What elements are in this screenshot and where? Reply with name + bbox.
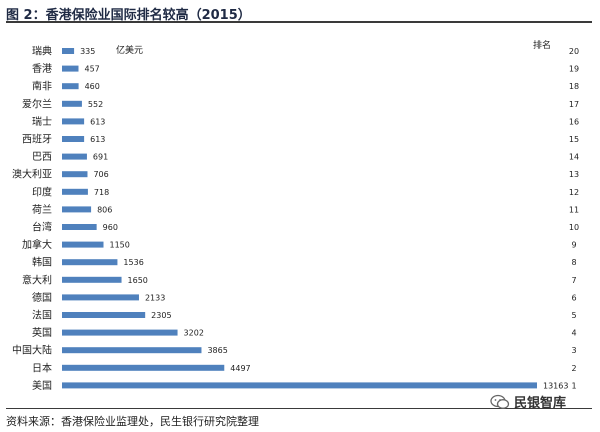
bar bbox=[62, 118, 85, 125]
rank-label: 1 bbox=[571, 381, 576, 390]
value-label: 1150 bbox=[109, 241, 129, 250]
category-label: 台湾 bbox=[32, 221, 52, 234]
rank-label: 7 bbox=[571, 276, 576, 285]
chart-title: 图 2：香港保险业国际排名较高（2015） bbox=[6, 8, 251, 23]
value-label: 613 bbox=[90, 135, 105, 144]
category-label: 英国 bbox=[32, 326, 52, 339]
bar bbox=[62, 48, 75, 54]
category-label: 瑞典 bbox=[32, 45, 52, 58]
bar bbox=[62, 294, 139, 301]
value-label: 806 bbox=[97, 205, 112, 214]
category-label: 德国 bbox=[32, 291, 52, 304]
category-label: 日本 bbox=[32, 361, 52, 374]
value-label: 2305 bbox=[151, 311, 171, 320]
value-label: 3202 bbox=[184, 329, 204, 338]
bar bbox=[62, 241, 104, 248]
category-label: 爱尔兰 bbox=[22, 97, 52, 110]
category-label: 荷兰 bbox=[32, 203, 52, 216]
bar bbox=[62, 65, 79, 72]
rank-label: 10 bbox=[569, 223, 579, 232]
category-label: 中国大陆 bbox=[12, 344, 52, 357]
category-label: 美国 bbox=[32, 379, 52, 392]
value-label: 613 bbox=[90, 117, 105, 126]
rank-label: 17 bbox=[569, 100, 579, 109]
value-label: 3865 bbox=[207, 346, 227, 355]
rank-label: 19 bbox=[569, 65, 579, 74]
category-label: 澳大利亚 bbox=[12, 168, 52, 181]
rank-label: 11 bbox=[569, 205, 579, 214]
rank-label: 9 bbox=[571, 241, 576, 250]
unit-label: 亿美元 bbox=[116, 44, 143, 56]
rank-label: 5 bbox=[571, 311, 576, 320]
value-label: 1650 bbox=[128, 276, 148, 285]
category-label: 南非 bbox=[32, 80, 52, 93]
value-label: 4497 bbox=[230, 364, 250, 373]
bar bbox=[62, 206, 92, 213]
rank-label: 4 bbox=[571, 329, 576, 338]
rank-label: 2 bbox=[571, 364, 576, 373]
bar bbox=[62, 329, 178, 336]
category-label: 加拿大 bbox=[22, 238, 52, 251]
category-label: 意大利 bbox=[22, 273, 52, 286]
bar bbox=[62, 276, 122, 283]
value-label: 13163 bbox=[543, 381, 568, 390]
rank-label: 18 bbox=[569, 82, 579, 91]
bar bbox=[62, 364, 225, 371]
bar bbox=[62, 312, 146, 318]
bar bbox=[62, 153, 87, 160]
bar bbox=[62, 259, 118, 266]
value-label: 460 bbox=[85, 82, 100, 91]
value-label: 706 bbox=[93, 170, 108, 179]
bar bbox=[62, 136, 85, 142]
category-label: 韩国 bbox=[32, 256, 52, 269]
bar bbox=[62, 347, 202, 354]
category-label: 西班牙 bbox=[22, 134, 52, 146]
watermark-text: 民银智库 bbox=[514, 396, 567, 411]
rank-label: 15 bbox=[569, 135, 579, 144]
title-rule bbox=[6, 21, 592, 23]
watermark: 民银智库 bbox=[490, 392, 566, 411]
rank-label: 13 bbox=[569, 170, 579, 179]
category-label: 巴西 bbox=[32, 151, 52, 163]
rank-label: 6 bbox=[571, 293, 576, 302]
value-label: 457 bbox=[84, 65, 99, 74]
bar bbox=[62, 100, 82, 107]
bar bbox=[62, 188, 88, 195]
bar bbox=[62, 83, 79, 90]
rank-label: 3 bbox=[571, 346, 576, 355]
category-label: 印度 bbox=[32, 185, 52, 198]
bar bbox=[62, 382, 537, 389]
rank-label: 20 bbox=[569, 47, 579, 56]
bar bbox=[62, 224, 97, 230]
category-label: 瑞士 bbox=[32, 115, 52, 128]
rank-label: 14 bbox=[569, 153, 579, 162]
value-label: 691 bbox=[93, 153, 108, 162]
category-label: 法国 bbox=[32, 309, 52, 322]
rank-label: 8 bbox=[571, 258, 576, 267]
value-label: 335 bbox=[80, 47, 95, 56]
rank-axis-title: 排名 bbox=[533, 39, 551, 51]
rank-label: 16 bbox=[569, 117, 579, 126]
source-rule bbox=[6, 408, 592, 409]
value-label: 2133 bbox=[145, 293, 165, 302]
value-label: 960 bbox=[103, 223, 118, 232]
wechat-icon bbox=[490, 394, 510, 409]
source-note: 资料来源：香港保险业监理处，民生银行研究院整理 bbox=[6, 415, 259, 428]
value-label: 552 bbox=[88, 100, 103, 109]
bar bbox=[62, 171, 88, 178]
rank-label: 12 bbox=[569, 188, 579, 197]
value-label: 718 bbox=[94, 188, 109, 197]
category-label: 香港 bbox=[32, 63, 52, 75]
value-label: 1536 bbox=[123, 258, 143, 267]
